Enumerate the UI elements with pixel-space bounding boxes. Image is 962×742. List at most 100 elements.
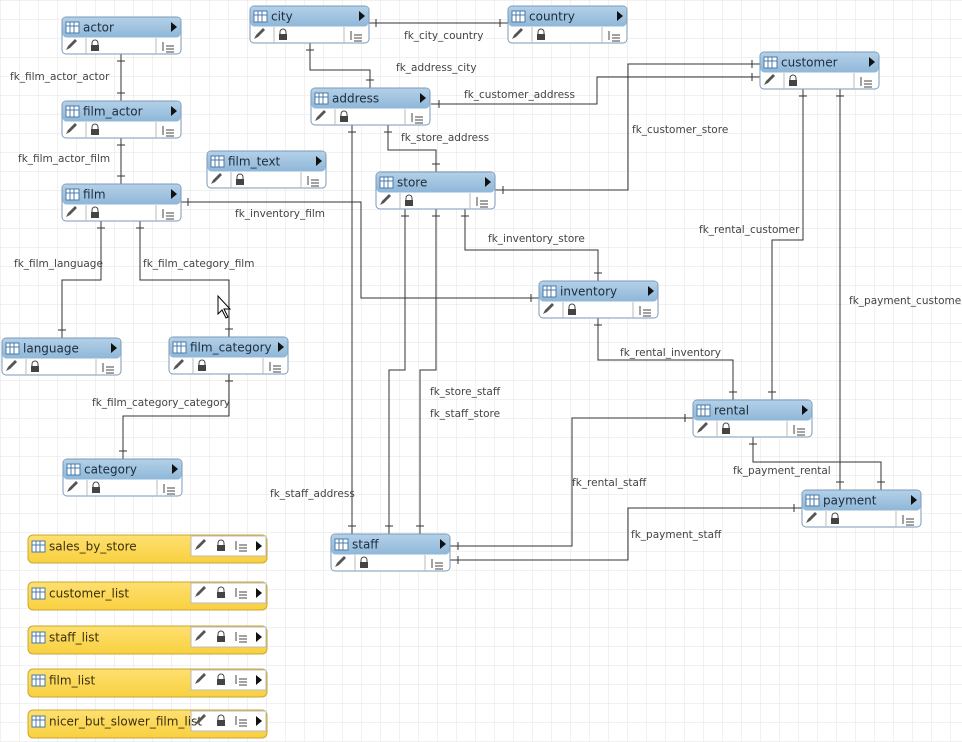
table-box[interactable]: payment [801,489,922,528]
expand-arrow[interactable] [869,57,875,67]
expand-arrow[interactable] [420,93,426,103]
edit-icon[interactable] [173,359,184,370]
expand-arrow[interactable] [911,495,917,505]
columns-icon[interactable] [162,126,174,137]
columns-icon[interactable] [163,484,175,495]
columns-icon[interactable] [162,42,174,53]
edit-icon[interactable] [764,74,775,85]
table-box[interactable]: film_category [168,336,289,375]
table-box[interactable]: city [249,5,370,44]
expand-arrow[interactable] [278,342,284,352]
expand-arrow[interactable] [485,177,491,187]
edit-icon[interactable] [806,512,817,523]
lock-icon[interactable] [91,212,99,218]
edit-icon[interactable] [66,39,77,50]
columns-icon[interactable] [639,306,651,317]
expand-arrow[interactable] [172,464,178,474]
columns-icon[interactable] [235,632,247,643]
view-box[interactable]: sales_by_store [27,534,268,564]
table-box[interactable]: film [61,183,182,222]
columns-icon[interactable] [431,559,443,570]
lock-icon[interactable] [279,34,287,40]
columns-icon[interactable] [793,425,805,436]
expand-arrow[interactable] [171,189,177,199]
expand-arrow[interactable] [256,632,262,642]
view-box[interactable]: staff_list [27,625,268,655]
lock-icon[interactable] [92,487,100,493]
lock-icon[interactable] [537,34,545,40]
columns-icon[interactable] [350,31,362,42]
expand-arrow[interactable] [111,343,117,353]
lock-icon[interactable] [217,679,225,685]
table-box[interactable]: category [62,458,183,497]
edit-icon[interactable] [66,123,77,134]
lock-icon[interactable] [360,562,368,568]
expand-arrow[interactable] [256,541,262,551]
edit-icon[interactable] [6,360,17,371]
edit-icon[interactable] [195,630,206,641]
table-box[interactable]: customer [759,51,880,90]
columns-icon[interactable] [902,515,914,526]
table-box[interactable]: staff [330,533,451,572]
edit-icon[interactable] [512,28,523,39]
table-box[interactable]: language [1,337,122,376]
lock-icon[interactable] [91,129,99,135]
columns-icon[interactable] [411,113,423,124]
edit-icon[interactable] [335,556,346,567]
edit-icon[interactable] [315,110,326,121]
edit-icon[interactable] [195,586,206,597]
lock-icon[interactable] [236,179,244,185]
expand-arrow[interactable] [648,286,654,296]
columns-icon[interactable] [476,197,488,208]
edit-icon[interactable] [195,539,206,550]
lock-icon[interactable] [217,592,225,598]
view-box[interactable]: customer_list [27,581,268,611]
table-box[interactable]: film_text [206,150,327,189]
columns-icon[interactable] [860,77,872,88]
columns-icon[interactable] [235,716,247,727]
lock-icon[interactable] [91,45,99,51]
lock-icon[interactable] [405,200,413,206]
lock-icon[interactable] [198,365,206,371]
edit-icon[interactable] [211,173,222,184]
edit-icon[interactable] [195,714,206,725]
expand-arrow[interactable] [256,588,262,598]
expand-arrow[interactable] [316,156,322,166]
lock-icon[interactable] [217,545,225,551]
edit-icon[interactable] [195,673,206,684]
lock-icon[interactable] [340,116,348,122]
columns-icon[interactable] [235,675,247,686]
lock-icon[interactable] [831,518,839,524]
view-box[interactable]: film_list [27,668,268,698]
expand-arrow[interactable] [256,716,262,726]
lock-icon[interactable] [217,636,225,642]
expand-arrow[interactable] [802,405,808,415]
table-box[interactable]: store [375,171,496,210]
edit-icon[interactable] [254,28,265,39]
table-box[interactable]: rental [692,399,813,438]
edit-icon[interactable] [380,194,391,205]
expand-arrow[interactable] [256,675,262,685]
lock-icon[interactable] [789,80,797,86]
columns-icon[interactable] [307,176,319,187]
expand-arrow[interactable] [359,11,365,21]
expand-arrow[interactable] [617,11,623,21]
columns-icon[interactable] [102,363,114,374]
table-box[interactable]: inventory [538,280,659,319]
lock-icon[interactable] [568,309,576,315]
expand-arrow[interactable] [440,539,446,549]
table-box[interactable]: country [507,5,628,44]
table-box[interactable]: actor [61,16,182,55]
columns-icon[interactable] [235,541,247,552]
expand-arrow[interactable] [171,22,177,32]
lock-icon[interactable] [217,720,225,726]
lock-icon[interactable] [31,366,39,372]
table-box[interactable]: address [310,87,431,126]
columns-icon[interactable] [235,588,247,599]
edit-icon[interactable] [66,206,77,217]
edit-icon[interactable] [67,481,78,492]
columns-icon[interactable] [162,209,174,220]
table-box[interactable]: film_actor [61,100,182,139]
edit-icon[interactable] [543,303,554,314]
expand-arrow[interactable] [171,106,177,116]
